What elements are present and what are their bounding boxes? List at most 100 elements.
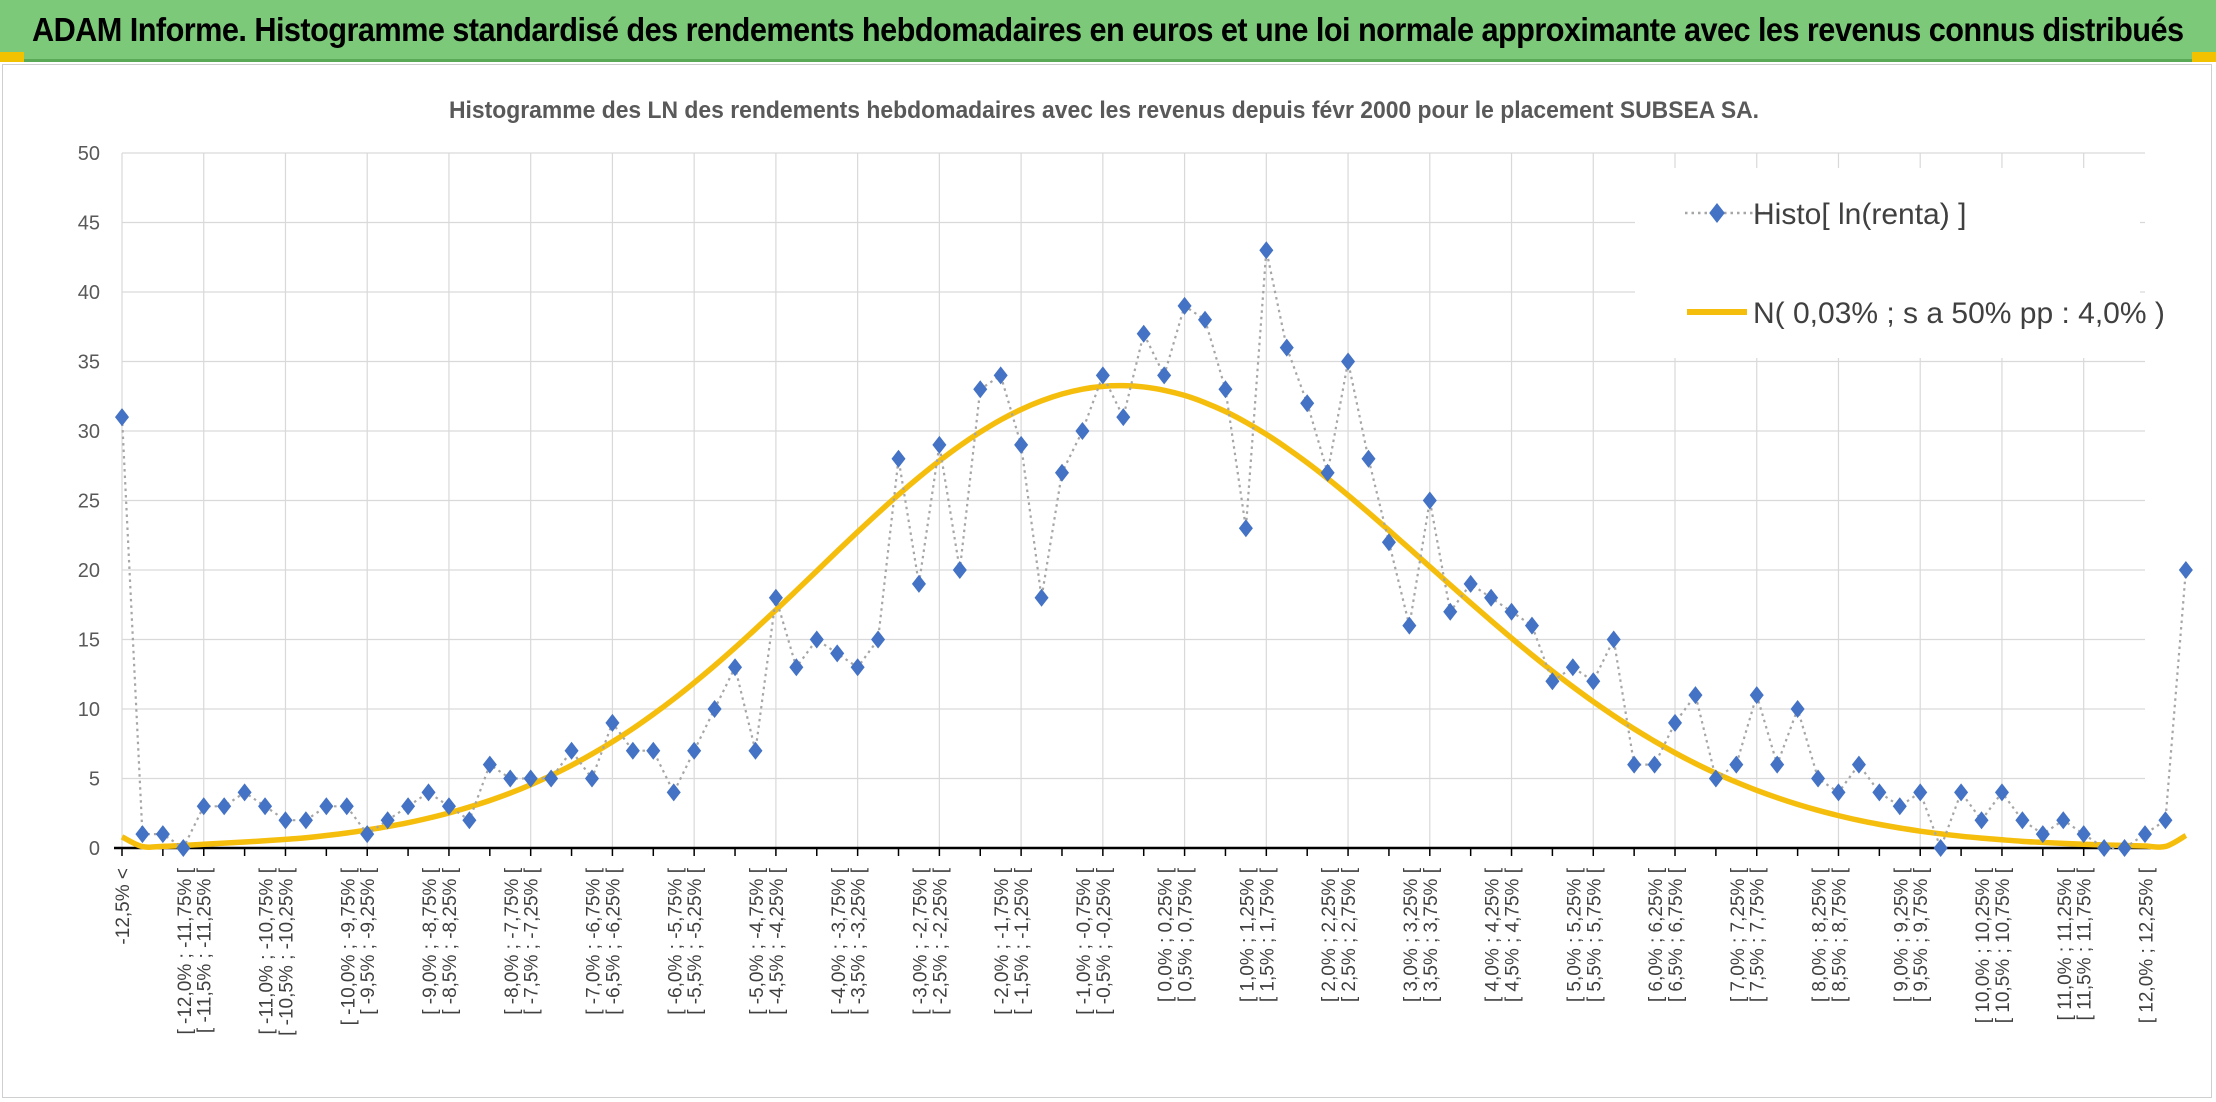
histo-point bbox=[2035, 825, 2050, 844]
histo-point bbox=[1606, 630, 1621, 649]
x-tick-label: [ 7,5% ; 7,75% [ bbox=[1748, 867, 1769, 1002]
banner-accent-right bbox=[2192, 52, 2216, 62]
histo-point bbox=[830, 644, 845, 663]
y-tick-label: 10 bbox=[78, 699, 100, 721]
y-tick-label: 0 bbox=[89, 838, 100, 860]
legend-box bbox=[1635, 168, 2140, 358]
histo-point bbox=[1790, 700, 1805, 718]
x-tick-label: [ 3,5% ; 3,75% [ bbox=[1421, 867, 1442, 1002]
histo-point bbox=[258, 797, 273, 816]
x-tick-label: [ -9,0% ; -8,75% [ bbox=[420, 867, 441, 1015]
legend-histo-label: Histo[ ln(renta) ] bbox=[1753, 198, 1966, 231]
x-tick-label: [ 0,0% ; 0,25% [ bbox=[1156, 867, 1177, 1002]
x-tick-label: [ 2,5% ; 2,75% [ bbox=[1339, 867, 1360, 1002]
histo-point bbox=[1708, 769, 1723, 788]
legend-normal-label: N( 0,03% ; s a 50% pp : 4,0% ) bbox=[1753, 297, 2165, 330]
x-tick-label: [ -7,0% ; -6,75% [ bbox=[584, 867, 605, 1015]
x-tick-label: [ -0,5% ; -0,25% [ bbox=[1094, 867, 1115, 1015]
histo-point bbox=[1014, 435, 1029, 454]
x-tick-label: [ -7,5% ; -7,25% [ bbox=[522, 867, 543, 1015]
x-tick-label: [ -2,5% ; -2,25% [ bbox=[930, 867, 951, 1015]
histo-point bbox=[339, 797, 354, 816]
histo-point bbox=[1586, 672, 1601, 691]
x-tick-label: [ 0,5% ; 0,75% [ bbox=[1176, 867, 1197, 1002]
x-tick-label: [ 2,0% ; 2,25% [ bbox=[1319, 867, 1340, 1002]
y-tick-label: 50 bbox=[78, 143, 100, 165]
histo-point bbox=[1218, 380, 1233, 399]
histo-point bbox=[135, 825, 150, 844]
histo-point bbox=[1729, 755, 1744, 774]
x-tick-label: [ -2,0% ; -1,75% [ bbox=[992, 867, 1013, 1015]
histo-point bbox=[1811, 769, 1826, 788]
histo-point bbox=[1402, 616, 1417, 635]
histo-point bbox=[748, 741, 763, 760]
histo-point bbox=[401, 797, 416, 816]
histo-point bbox=[1320, 463, 1335, 482]
x-tick-label: [ -9,5% ; -9,25% [ bbox=[358, 867, 379, 1015]
histo-point bbox=[319, 797, 334, 816]
x-tick-label: [ -5,0% ; -4,75% [ bbox=[747, 867, 768, 1015]
histo-point bbox=[1116, 408, 1131, 427]
histo-point bbox=[1565, 658, 1580, 677]
x-tick-label: [ 12,0% ; 12,25% [ bbox=[2137, 867, 2158, 1023]
histo-point bbox=[2117, 839, 2132, 857]
histo-point bbox=[1054, 463, 1069, 482]
histo-point bbox=[768, 588, 783, 607]
histo-point bbox=[1994, 783, 2009, 802]
y-tick-label: 30 bbox=[78, 421, 100, 443]
y-tick-label: 25 bbox=[78, 491, 100, 513]
x-tick-label: [ -3,5% ; -3,25% [ bbox=[849, 867, 870, 1015]
histo-point bbox=[114, 408, 130, 427]
histo-point bbox=[973, 380, 988, 399]
x-tick-label: [ 5,5% ; 5,75% [ bbox=[1584, 867, 1605, 1002]
x-tick-label: [ -11,0% ; -10,75% [ bbox=[257, 867, 278, 1034]
histogram-series bbox=[114, 241, 2193, 857]
histo-point bbox=[564, 741, 579, 760]
x-tick-label: [ 9,5% ; 9,75% [ bbox=[1911, 867, 1932, 1002]
histo-point bbox=[1892, 797, 1907, 816]
grid-lines bbox=[114, 152, 2151, 850]
x-tick-label: [ 5,0% ; 5,25% [ bbox=[1564, 867, 1585, 1002]
x-tick-label: [ -1,0% ; -0,75% [ bbox=[1074, 867, 1095, 1015]
histo-point bbox=[462, 811, 477, 830]
x-tick-label: [ 11,0% ; 11,25% [ bbox=[2055, 867, 2076, 1020]
x-tick-label: [ 10,5% ; 10,75% [ bbox=[1993, 867, 2014, 1023]
x-tick-label: [ -6,5% ; -6,25% [ bbox=[603, 867, 624, 1015]
x-tick-label: [ 1,5% ; 1,75% [ bbox=[1257, 867, 1278, 1002]
x-tick-label: [ -10,5% ; -10,25% [ bbox=[276, 867, 297, 1036]
histo-point bbox=[646, 741, 661, 760]
histo-point bbox=[2097, 839, 2112, 857]
histo-point bbox=[482, 755, 497, 774]
histo-point bbox=[1954, 783, 1969, 802]
histo-point bbox=[1198, 310, 1213, 329]
histo-point bbox=[2056, 811, 2071, 830]
histo-point bbox=[1095, 366, 1110, 385]
y-tick-label: 40 bbox=[78, 282, 100, 304]
x-tick-label: [ 10,0% ; 10,25% [ bbox=[1973, 867, 1994, 1023]
y-tick-label: 20 bbox=[78, 560, 100, 582]
histo-point bbox=[298, 811, 313, 830]
x-tick-label: [ 6,0% ; 6,25% [ bbox=[1646, 867, 1667, 1002]
x-tick-label: [ -8,0% ; -7,75% [ bbox=[502, 867, 523, 1015]
x-tick-label: [ 1,0% ; 1,25% [ bbox=[1237, 867, 1258, 1002]
histo-point bbox=[1627, 755, 1642, 774]
histo-point bbox=[421, 783, 436, 802]
histo-point bbox=[1381, 533, 1396, 552]
histo-point bbox=[728, 658, 743, 677]
x-tick-label: [ -6,0% ; -5,75% [ bbox=[665, 867, 686, 1015]
histo-point bbox=[196, 797, 211, 816]
histo-point bbox=[1688, 686, 1703, 705]
histo-point bbox=[809, 630, 824, 649]
histo-point bbox=[237, 783, 252, 802]
histo-point bbox=[1831, 783, 1846, 802]
histo-point bbox=[2178, 561, 2193, 579]
histo-point bbox=[1974, 811, 1989, 830]
histo-point bbox=[503, 769, 518, 788]
x-tick-label: [ 3,0% ; 3,25% [ bbox=[1401, 867, 1422, 1002]
banner-accent-left bbox=[0, 52, 24, 62]
x-tick-label: [ 4,0% ; 4,25% [ bbox=[1483, 867, 1504, 1002]
x-tick-label: [ -11,5% ; -11,25% [ bbox=[195, 867, 216, 1033]
histo-point bbox=[380, 811, 395, 830]
histo-point bbox=[605, 713, 620, 732]
histo-point bbox=[155, 825, 170, 844]
